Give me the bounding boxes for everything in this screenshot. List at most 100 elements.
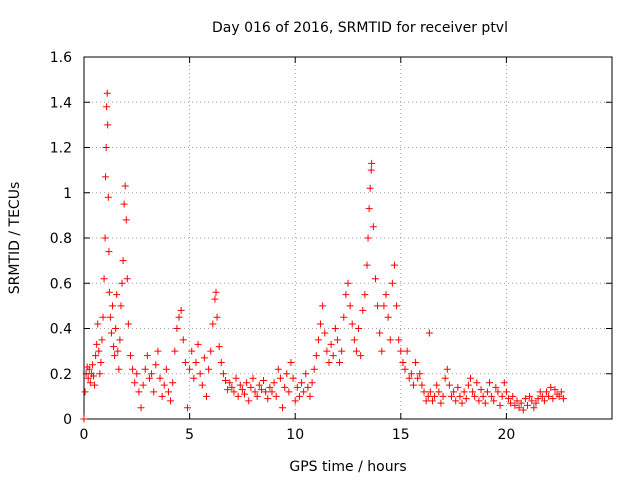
data-point (450, 388, 458, 396)
data-point (536, 388, 544, 396)
data-point (186, 365, 194, 373)
data-point (198, 381, 206, 389)
data-point (369, 223, 377, 231)
data-point (85, 365, 93, 373)
data-point (217, 358, 225, 366)
data-point (106, 313, 114, 321)
data-point (511, 401, 519, 409)
data-point (141, 365, 149, 373)
data-point (530, 404, 538, 412)
data-point (447, 392, 455, 400)
data-point (397, 347, 405, 355)
data-point (452, 397, 460, 405)
data-point (376, 329, 384, 337)
data-point (236, 381, 244, 389)
data-point (441, 374, 449, 382)
data-point (409, 381, 417, 389)
data-point (317, 320, 325, 328)
data-point (137, 404, 145, 412)
data-point (363, 261, 371, 269)
data-point (123, 275, 131, 283)
data-point (295, 392, 303, 400)
data-point (281, 383, 289, 391)
data-point (524, 401, 532, 409)
data-point (219, 370, 227, 378)
data-point (475, 397, 483, 405)
data-point (101, 234, 109, 242)
data-point (549, 395, 557, 403)
data-point (340, 313, 348, 321)
x-tick-label: 20 (497, 427, 515, 443)
data-point (90, 372, 98, 380)
data-point (272, 392, 280, 400)
data-point (416, 370, 424, 378)
data-point (122, 216, 130, 224)
data-point (344, 279, 352, 287)
data-point (498, 392, 506, 400)
data-point (551, 386, 559, 394)
y-tick-label: 1.2 (50, 141, 72, 157)
data-point (110, 343, 118, 351)
data-point (336, 358, 344, 366)
data-point (428, 397, 436, 405)
data-point (98, 336, 106, 344)
x-axis-label: GPS time / hours (289, 459, 406, 475)
y-tick-label: 0.2 (50, 367, 72, 383)
data-point (100, 275, 108, 283)
data-point (456, 392, 464, 400)
data-point (270, 379, 278, 387)
data-point (93, 340, 101, 348)
data-point (179, 336, 187, 344)
data-point (154, 347, 162, 355)
data-point (205, 365, 213, 373)
data-point (380, 302, 388, 310)
data-point (234, 392, 242, 400)
data-point (545, 392, 553, 400)
data-point (107, 329, 115, 337)
data-point (279, 404, 287, 412)
data-point (162, 365, 170, 373)
data-point (302, 370, 310, 378)
data-point (407, 370, 415, 378)
data-point (215, 343, 223, 351)
data-point (181, 358, 189, 366)
data-point (308, 379, 316, 387)
data-point (312, 352, 320, 360)
data-point (323, 347, 331, 355)
x-tick-label: 0 (80, 427, 89, 443)
data-point (257, 386, 265, 394)
data-point (116, 336, 124, 344)
data-point (534, 395, 542, 403)
data-point (437, 399, 445, 407)
data-point (483, 388, 491, 396)
data-point (513, 397, 521, 405)
data-point (102, 144, 110, 151)
data-point (167, 397, 175, 405)
data-point (390, 261, 398, 269)
data-point (196, 370, 204, 378)
data-point (80, 415, 88, 423)
data-point (454, 383, 462, 391)
data-point (135, 388, 143, 396)
data-point (96, 370, 104, 378)
data-point (386, 336, 394, 344)
data-point (228, 383, 236, 391)
data-point (222, 377, 230, 385)
data-point (424, 392, 432, 400)
data-point (445, 381, 453, 389)
data-point (255, 381, 263, 389)
data-point (177, 306, 185, 314)
data-point (298, 379, 306, 387)
data-point (460, 388, 468, 396)
data-point (401, 365, 409, 373)
data-point (173, 325, 181, 332)
data-point (517, 399, 525, 407)
data-point (355, 325, 363, 332)
data-point (547, 383, 555, 391)
data-point (526, 392, 534, 400)
data-point (152, 361, 160, 369)
data-point (188, 347, 196, 355)
data-point (431, 392, 439, 400)
data-point (97, 358, 105, 366)
data-point (169, 379, 177, 387)
